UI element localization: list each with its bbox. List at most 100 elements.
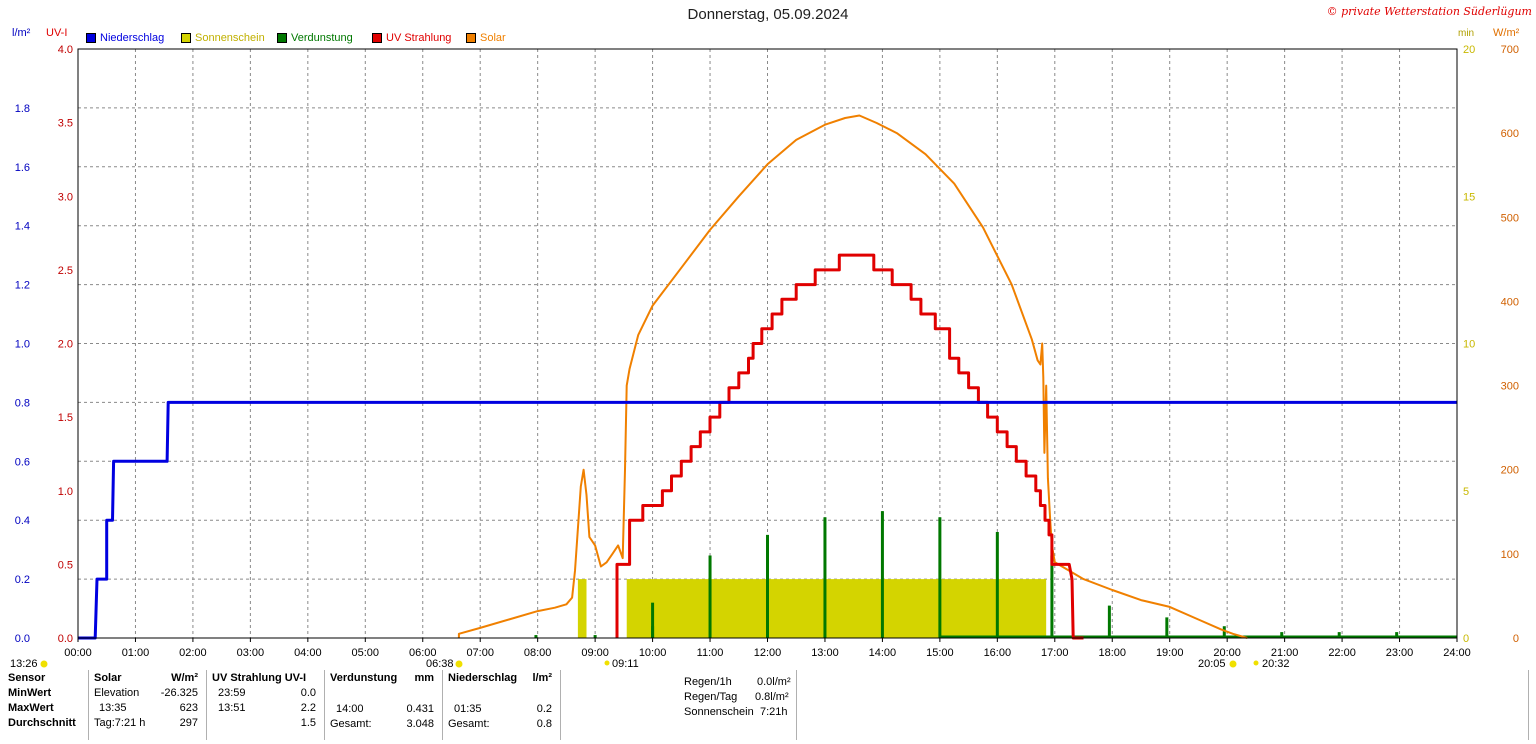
uv-tick-label: 0.0 bbox=[58, 633, 73, 645]
x-tick-label: 23:00 bbox=[1386, 647, 1414, 659]
x-tick-label: 20:00 bbox=[1213, 647, 1241, 659]
x-tick-label: 19:00 bbox=[1156, 647, 1184, 659]
stats-evap-total-value: 3.048 bbox=[406, 718, 434, 730]
solar-tick-label: 300 bbox=[1501, 381, 1519, 393]
axes: 00:00 01:00 02:00 03:00 04:00 05:00 06:00 07:00… bbox=[15, 44, 1519, 659]
stats-uv-avg-value: 1.5 bbox=[300, 717, 316, 729]
x-tick-label: 15:00 bbox=[926, 647, 954, 659]
stats-uv-min-time: 23:59 bbox=[218, 687, 246, 699]
sunshine-bar bbox=[626, 579, 1047, 638]
sunset-time: 20:05 bbox=[1198, 658, 1226, 668]
uv-tick-label: 3.5 bbox=[58, 118, 73, 130]
stats-solar-col: Solar W/m² Elevation -26.325 13:35 623 T… bbox=[94, 672, 202, 740]
stats-summary-sunshine-label: Sonnenschein bbox=[684, 706, 754, 718]
stats-evap-header: Verdunstung bbox=[330, 672, 398, 684]
x-tick-label: 05:00 bbox=[352, 647, 380, 659]
legend-item: Verdunstung bbox=[277, 31, 353, 45]
moonset-icon bbox=[1253, 660, 1259, 666]
legend-item: UV Strahlung bbox=[372, 31, 451, 45]
legend-label: Verdunstung bbox=[291, 32, 353, 44]
chart-title: Donnerstag, 05.09.2024 bbox=[687, 6, 849, 23]
stats-uv-col: UV Strahlung UV-I 23:59 0.0 13:51 2.2 1.… bbox=[212, 672, 320, 740]
uv-unit-label: UV-I bbox=[46, 27, 68, 39]
x-tick-label: 03:00 bbox=[237, 647, 265, 659]
sunshine-series bbox=[577, 579, 1047, 638]
uv-series bbox=[615, 253, 1084, 640]
stats-evap-col: Verdunstung mm 14:00 0.431 Gesamt: 3.048 bbox=[330, 672, 438, 740]
rain-tick-label: 0.2 bbox=[15, 574, 30, 586]
x-tick-label: 11:00 bbox=[697, 647, 724, 659]
rain-tick-label: 0.6 bbox=[15, 456, 30, 468]
sunrise-time: 06:38 bbox=[426, 658, 454, 668]
stats-summary-col: Regen/1h 0.0l/m² Regen/Tag 0.8l/m² Sonne… bbox=[684, 676, 792, 744]
uv-tick-label: 3.0 bbox=[58, 191, 73, 203]
stats-divider bbox=[442, 670, 443, 740]
solar-tick-label: 200 bbox=[1501, 465, 1519, 477]
stats-solar-avg-label: Tag:7:21 h bbox=[94, 717, 146, 729]
stats-row-max: MaxWert bbox=[8, 702, 54, 714]
sun-minutes-tick-label: 5 bbox=[1463, 486, 1469, 498]
sunrise-icon bbox=[455, 660, 463, 668]
uv-tick-label: 0.5 bbox=[58, 559, 73, 571]
solar-tick-label: 400 bbox=[1501, 296, 1519, 308]
x-tick-label: 14:00 bbox=[869, 647, 897, 659]
legend-swatch bbox=[277, 33, 287, 43]
rain-tick-label: 0.8 bbox=[15, 397, 30, 409]
stats-solar-max-value: 623 bbox=[179, 702, 198, 714]
legend-swatch bbox=[466, 33, 476, 43]
legend-item: Sonnenschein bbox=[181, 31, 265, 45]
stats-summary-rain1h-value: 0.0l/m² bbox=[757, 676, 791, 688]
stats-row-avg: Durchschnitt bbox=[8, 717, 76, 729]
uv-tick-label: 2.0 bbox=[58, 339, 73, 351]
stats-rain-unit: l/m² bbox=[532, 672, 552, 684]
moonset-time: 20:32 bbox=[1262, 658, 1290, 668]
solar-unit-label: W/m² bbox=[1493, 27, 1520, 39]
stats-rain-max-value: 0.2 bbox=[536, 703, 552, 715]
rain-tick-label: 1.2 bbox=[15, 280, 30, 292]
legend-item: Solar bbox=[466, 31, 506, 45]
moonrise-time: 13:26 bbox=[10, 658, 38, 668]
stats-uv-max-time: 13:51 bbox=[218, 702, 246, 714]
x-tick-label: 16:00 bbox=[984, 647, 1012, 659]
rain-tick-label: 1.8 bbox=[15, 103, 30, 115]
legend-swatch bbox=[372, 33, 382, 43]
stats-divider bbox=[206, 670, 207, 740]
stats-row-min: MinWert bbox=[8, 687, 52, 699]
stats-solar-header: Solar bbox=[94, 672, 122, 684]
rain-line bbox=[78, 400, 1457, 640]
x-tick-label: 02:00 bbox=[179, 647, 207, 659]
legend-item: Niederschlag bbox=[86, 31, 164, 45]
stats-summary-rain1h-label: Regen/1h bbox=[684, 676, 732, 688]
uv-tick-label: 4.0 bbox=[58, 44, 73, 56]
rain-unit-label: l/m² bbox=[12, 27, 31, 39]
x-tick-label: 06:00 bbox=[409, 647, 437, 659]
stats-solar-min-value: -26.325 bbox=[160, 687, 198, 699]
x-tick-label: 18:00 bbox=[1098, 647, 1126, 659]
noon-icon bbox=[604, 660, 610, 666]
stats-divider bbox=[1528, 670, 1529, 740]
sun-minutes-tick-label: 10 bbox=[1463, 339, 1475, 351]
solar-tick-label: 500 bbox=[1501, 212, 1519, 224]
weather-chart: 00:00 01:00 02:00 03:00 04:00 05:00 06:00 07:00… bbox=[10, 44, 1519, 668]
stats-evap-total-label: Gesamt: bbox=[330, 718, 372, 730]
plot-frame bbox=[77, 48, 1458, 639]
x-tick-label: 12:00 bbox=[754, 647, 782, 659]
legend-label: Solar bbox=[480, 32, 506, 44]
stats-divider bbox=[796, 670, 797, 740]
stats-summary-sunshine-value: 7:21h bbox=[760, 706, 788, 718]
x-tick-label: 00:00 bbox=[64, 647, 92, 659]
solar-tick-label: 100 bbox=[1501, 549, 1519, 561]
stats-rain-total-label: Gesamt: bbox=[448, 718, 490, 730]
stats-solar-min-time: Elevation bbox=[94, 687, 140, 699]
copyright-label: © private Wetterstation Süderlügum bbox=[1326, 5, 1532, 18]
noon-time: 09:11 bbox=[612, 658, 639, 668]
legend-swatch bbox=[181, 33, 191, 43]
stats-uv-header: UV Strahlung UV-I bbox=[212, 672, 307, 684]
x-tick-label: 22:00 bbox=[1328, 647, 1356, 659]
solar-tick-label: 600 bbox=[1501, 128, 1519, 140]
uv-tick-label: 1.5 bbox=[58, 412, 73, 424]
stats-rain-total-value: 0.8 bbox=[536, 718, 552, 730]
legend-swatch bbox=[86, 33, 96, 43]
uv-line bbox=[615, 253, 1084, 640]
x-tick-label: 07:00 bbox=[466, 647, 494, 659]
